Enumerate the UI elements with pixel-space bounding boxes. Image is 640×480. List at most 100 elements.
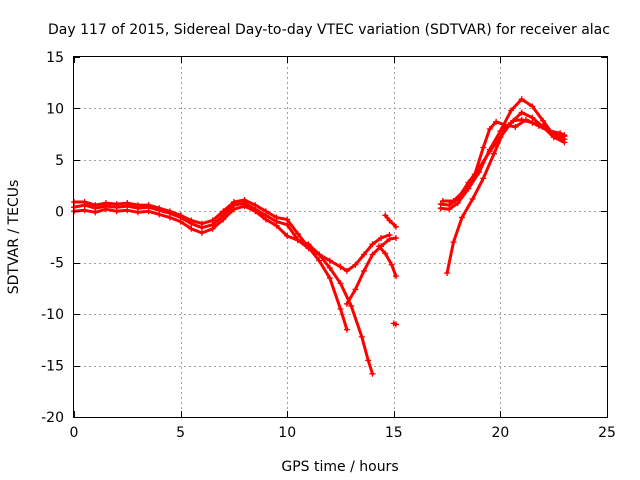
data-point (439, 198, 446, 204)
x-tick-label: 5 (176, 425, 185, 441)
data-point (508, 107, 515, 114)
data-point (392, 321, 399, 328)
data-point (113, 201, 120, 208)
data-point (343, 267, 350, 274)
data-point (124, 207, 131, 214)
data-point (326, 275, 333, 282)
data-point (454, 200, 461, 207)
series-line (439, 97, 566, 211)
data-point (294, 230, 301, 237)
series-track-c (71, 203, 376, 377)
data-point (326, 264, 333, 271)
y-tick-label: -15 (41, 359, 64, 375)
x-tick-label: 25 (598, 425, 616, 441)
series-track-f (382, 212, 399, 230)
y-tick-label: 5 (55, 153, 64, 169)
data-point (294, 237, 301, 244)
series-line (377, 244, 398, 278)
data-point (360, 251, 367, 258)
data-point (209, 225, 216, 232)
y-axis-label: SDTVAR / TECUs (6, 180, 22, 295)
data-point (365, 357, 372, 364)
chart-title: Day 117 of 2015, Sidereal Day-to-day VTE… (48, 22, 610, 38)
data-point (188, 225, 195, 232)
data-point (316, 251, 323, 258)
data-point (337, 263, 344, 270)
data-point (188, 217, 195, 224)
data-point (177, 218, 184, 225)
data-point (493, 118, 500, 125)
data-series (71, 96, 568, 377)
data-point (134, 202, 141, 209)
data-point (378, 235, 385, 242)
data-point (348, 302, 355, 309)
data-point (471, 171, 478, 178)
x-tick-label: 20 (491, 425, 509, 441)
data-point (459, 214, 466, 221)
data-point (177, 212, 184, 219)
data-point (241, 196, 248, 203)
series-track-g (390, 320, 399, 328)
data-point (360, 267, 367, 274)
data-point (491, 150, 498, 157)
data-point (535, 122, 542, 129)
series-track-k (439, 116, 568, 204)
data-point (518, 109, 525, 116)
data-point (480, 175, 487, 182)
data-point (461, 187, 468, 194)
data-point (92, 209, 99, 216)
data-point (486, 126, 493, 132)
data-point (252, 208, 259, 215)
series-line (445, 118, 566, 275)
series-line (72, 204, 374, 376)
data-point (124, 200, 131, 207)
data-point (392, 273, 399, 280)
data-point (375, 243, 382, 250)
data-point (557, 130, 564, 137)
data-point (198, 229, 205, 236)
data-point (369, 241, 376, 248)
data-point (546, 128, 553, 135)
data-point (241, 203, 248, 210)
data-point (230, 199, 237, 206)
data-point (198, 220, 205, 227)
data-point (358, 333, 365, 340)
data-point (102, 200, 109, 207)
data-point (352, 261, 359, 268)
data-point (113, 208, 120, 215)
data-point (512, 123, 519, 130)
data-point (450, 239, 457, 246)
data-point (486, 146, 493, 153)
grid (74, 57, 607, 417)
series-track-i (437, 96, 568, 213)
data-point (156, 205, 163, 212)
data-point (529, 103, 536, 110)
y-tick-label: 15 (46, 50, 64, 66)
data-point (284, 216, 291, 223)
axis-ticks: 0 5 10 15 20 25 -20 -15 -10 -5 0 5 10 15 (41, 50, 616, 441)
data-point (522, 116, 529, 123)
data-point (392, 223, 399, 230)
data-point (337, 280, 344, 287)
data-point (92, 202, 99, 209)
data-point (480, 144, 487, 151)
data-point (386, 236, 393, 243)
data-point (262, 208, 269, 215)
data-point (469, 195, 476, 202)
data-point (145, 208, 152, 215)
data-point (369, 251, 376, 258)
data-point (305, 241, 312, 248)
data-point (382, 212, 389, 219)
y-tick-label: 10 (46, 101, 64, 117)
series-track-e (375, 243, 399, 280)
data-point (230, 206, 237, 213)
data-point (326, 257, 333, 264)
x-tick-label: 0 (70, 425, 79, 441)
data-point (284, 232, 291, 239)
y-tick-label: 0 (55, 204, 64, 220)
data-point (343, 326, 350, 333)
x-axis-label: GPS time / hours (281, 459, 398, 475)
data-point (81, 199, 88, 206)
data-point (145, 202, 152, 209)
